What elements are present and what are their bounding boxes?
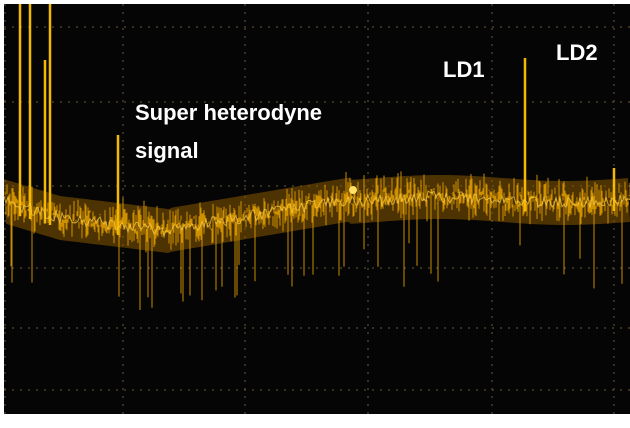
oscilloscope-screen: Super heterodyne signal LD1 LD2 — [0, 0, 630, 428]
page: Super heterodyne signal LD1 LD2 (() => {… — [0, 0, 630, 428]
annotation: signal — [135, 138, 199, 163]
annotation: LD1 — [443, 57, 485, 82]
annotation: Super heterodyne — [135, 100, 322, 125]
annotation: LD2 — [556, 40, 598, 65]
marker — [349, 186, 357, 194]
